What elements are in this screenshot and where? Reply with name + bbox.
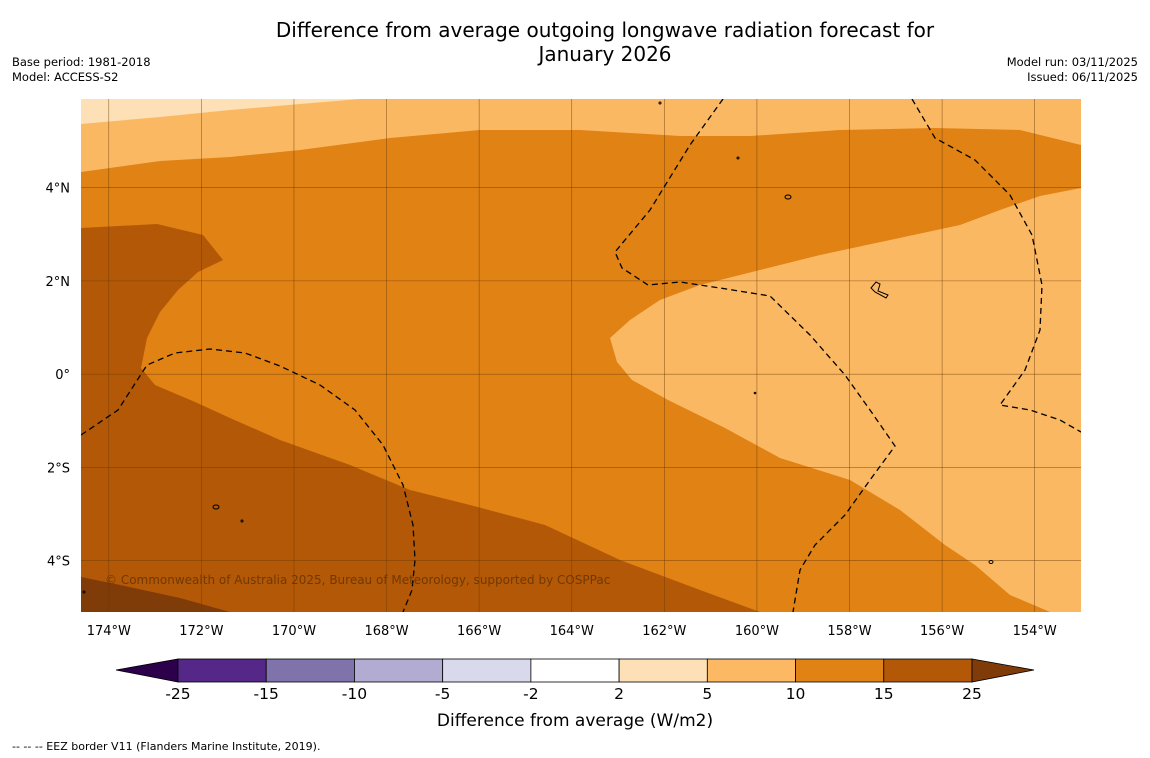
island xyxy=(870,281,889,299)
colorbar-segment xyxy=(354,658,444,683)
colorbar-tick-label: 2 xyxy=(614,685,624,703)
lon-label: 164°W xyxy=(550,624,594,639)
lon-label: 166°W xyxy=(457,624,501,639)
lat-label: 4°N xyxy=(46,182,71,197)
longitude-labels: 174°W 172°W 170°W 168°W 166°W 164°W 162°W 160°W… xyxy=(87,624,1057,639)
copyright-notice: © Commonwealth of Australia 2025, Bureau… xyxy=(105,573,610,587)
lon-label: 158°W xyxy=(827,624,871,639)
lon-label: 154°W xyxy=(1013,624,1057,639)
lon-label: 172°W xyxy=(179,624,223,639)
contour-band-mid xyxy=(81,99,1081,612)
colorbar-segment xyxy=(618,658,708,683)
colorbar-tick-label: -10 xyxy=(342,685,367,703)
lat-label: 0° xyxy=(55,368,70,383)
colorbar-segment xyxy=(883,658,973,683)
eez-border-east xyxy=(911,99,1081,433)
colorbar-extend-low xyxy=(115,658,179,683)
lon-label: 162°W xyxy=(642,624,686,639)
colorbar-segment xyxy=(265,658,355,683)
eez-border-west xyxy=(81,348,416,612)
island xyxy=(658,101,662,105)
colorbar-segment xyxy=(706,658,796,683)
colorbar: -25 -15 -10 -5 -2 2 5 10 15 25 Difference from av… xyxy=(115,658,1035,731)
island xyxy=(240,519,244,523)
colorbar-extend-high xyxy=(971,658,1035,683)
colorbar-tick-label: 15 xyxy=(874,685,894,703)
lat-label: 2°N xyxy=(46,275,71,290)
island xyxy=(753,391,757,395)
island xyxy=(988,560,994,564)
colorbar-tick-label: -25 xyxy=(165,685,190,703)
eez-footnote: -- -- -- EEZ border V11 (Flanders Marine… xyxy=(12,740,321,753)
colorbar-tick-label: 10 xyxy=(786,685,806,703)
map-plot-area: © Commonwealth of Australia 2025, Bureau… xyxy=(81,99,1081,612)
colorbar-title: Difference from average (W/m2) xyxy=(437,711,713,731)
islands xyxy=(82,101,994,594)
base-period: Base period: 1981-2018 xyxy=(12,55,151,69)
colorbar-segment xyxy=(177,658,267,683)
colorbar-segment xyxy=(442,658,532,683)
colorbar-segments xyxy=(177,658,973,683)
map-title: Difference from average outgoing longwav… xyxy=(205,18,1005,66)
lon-label: 168°W xyxy=(364,624,408,639)
contour-band-lightest xyxy=(81,99,360,124)
title-line-1: Difference from average outgoing longwav… xyxy=(275,18,935,42)
map-gridlines xyxy=(81,99,1081,612)
island xyxy=(212,504,220,510)
issued-date: Issued: 06/11/2025 xyxy=(1027,70,1138,84)
contour-band-light-east xyxy=(610,188,1081,612)
island xyxy=(784,194,792,200)
lat-label: 2°S xyxy=(47,461,70,476)
colorbar-tick-label: -2 xyxy=(523,685,538,703)
model-name: Model: ACCESS-S2 xyxy=(12,70,119,84)
eez-borders xyxy=(81,99,1081,612)
latitude-labels: 4°N 2°N 0° 2°S 4°S xyxy=(46,182,71,570)
lon-label: 160°W xyxy=(735,624,779,639)
metadata-right: Model run: 03/11/2025 Issued: 06/11/2025 xyxy=(1007,55,1138,85)
lat-label: 4°S xyxy=(47,555,70,570)
metadata-left: Base period: 1981-2018 Model: ACCESS-S2 xyxy=(12,55,151,85)
title-line-2: January 2026 xyxy=(538,42,672,66)
colorbar-tick-label: 25 xyxy=(962,685,982,703)
colorbar-segment xyxy=(530,658,620,683)
map-figure: © Commonwealth of Australia 2025, Bureau… xyxy=(46,99,1081,731)
island xyxy=(736,156,740,160)
contour-band-darkest xyxy=(81,577,230,612)
lon-label: 156°W xyxy=(920,624,964,639)
lon-label: 174°W xyxy=(87,624,131,639)
colorbar-tick-label: -5 xyxy=(435,685,450,703)
colorbar-segment xyxy=(795,658,885,683)
island xyxy=(82,590,86,594)
colorbar-tick-label: 5 xyxy=(702,685,712,703)
colorbar-tick-label: -15 xyxy=(254,685,279,703)
colorbar-tick-labels: -25 -15 -10 -5 -2 2 5 10 15 25 xyxy=(165,685,982,703)
model-run: Model run: 03/11/2025 xyxy=(1006,55,1138,69)
lon-label: 170°W xyxy=(272,624,316,639)
contour-band-light xyxy=(81,99,1081,172)
